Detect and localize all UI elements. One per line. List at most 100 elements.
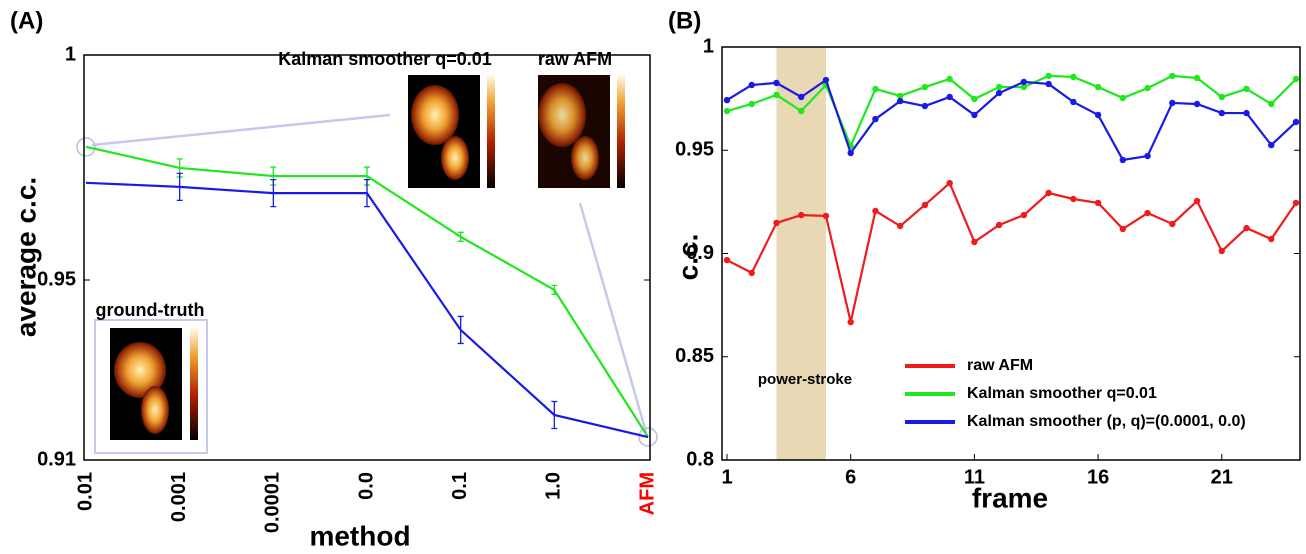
x-tick-label: 0.01 bbox=[74, 472, 96, 511]
data-point bbox=[724, 97, 730, 103]
data-point bbox=[724, 257, 730, 263]
data-point bbox=[749, 270, 755, 276]
x-tick-label: 0.0001 bbox=[262, 472, 284, 533]
inset-ground-truth bbox=[95, 320, 207, 453]
inset-kalman bbox=[408, 75, 495, 188]
data-point bbox=[847, 150, 853, 156]
y-tick-label: 0.85 bbox=[675, 345, 714, 367]
data-point bbox=[996, 84, 1002, 90]
data-point bbox=[1095, 84, 1101, 90]
data-point bbox=[1293, 119, 1299, 125]
data-point bbox=[1194, 75, 1200, 81]
y-tick-label: 0.95 bbox=[675, 139, 714, 161]
data-point bbox=[1268, 236, 1274, 242]
y-axis-label: average c.c. bbox=[10, 177, 41, 337]
x-tick-label: 1 bbox=[721, 466, 732, 488]
panel-label: (A) bbox=[10, 7, 43, 34]
data-point bbox=[798, 212, 804, 218]
data-point bbox=[1268, 101, 1274, 107]
figure: 0.910.9510.010.0010.00010.00.11.0AFM(A)a… bbox=[0, 0, 1306, 554]
inset-raw-afm bbox=[538, 75, 625, 188]
data-point bbox=[1021, 212, 1027, 218]
x-axis-label: frame bbox=[972, 482, 1048, 513]
data-point bbox=[1095, 200, 1101, 206]
data-point bbox=[773, 80, 779, 86]
data-point bbox=[946, 180, 952, 186]
data-point bbox=[1169, 221, 1175, 227]
data-point bbox=[1095, 112, 1101, 118]
data-point bbox=[971, 112, 977, 118]
y-tick-label: 1 bbox=[65, 43, 76, 65]
data-point bbox=[1144, 210, 1150, 216]
annotation: ground-truth bbox=[96, 300, 205, 320]
data-point bbox=[724, 108, 730, 114]
data-point bbox=[749, 82, 755, 88]
x-axis-label: method bbox=[309, 520, 410, 551]
data-point bbox=[946, 76, 952, 82]
data-point bbox=[847, 319, 853, 325]
data-point bbox=[1070, 196, 1076, 202]
x-tick-label: 6 bbox=[845, 466, 856, 488]
legend-label: Kalman smoother (p, q)=(0.0001, 0.0) bbox=[967, 413, 1246, 430]
data-point bbox=[996, 222, 1002, 228]
data-point bbox=[1045, 73, 1051, 79]
annotation: Kalman smoother q=0.01 bbox=[278, 49, 492, 69]
data-point bbox=[1120, 157, 1126, 163]
y-tick-label: 0.91 bbox=[37, 448, 76, 470]
data-point bbox=[798, 108, 804, 114]
data-point bbox=[1045, 81, 1051, 87]
y-tick-label: 0.95 bbox=[37, 268, 76, 290]
span-label: power-stroke bbox=[758, 371, 852, 388]
y-axis-label: c.c. bbox=[672, 234, 703, 281]
data-point bbox=[798, 94, 804, 100]
data-point bbox=[1219, 94, 1225, 100]
data-point bbox=[1144, 153, 1150, 159]
legend-label: Kalman smoother q=0.01 bbox=[967, 385, 1157, 402]
legend-label: raw AFM bbox=[967, 357, 1033, 374]
data-point bbox=[1021, 79, 1027, 85]
data-point bbox=[1120, 226, 1126, 232]
x-tick-label: 1.0 bbox=[543, 472, 565, 500]
data-point bbox=[1219, 110, 1225, 116]
x-tick-label: 16 bbox=[1087, 466, 1109, 488]
data-point bbox=[872, 208, 878, 214]
data-point bbox=[823, 213, 829, 219]
data-point bbox=[823, 77, 829, 83]
data-point bbox=[1070, 74, 1076, 80]
error-bar bbox=[458, 316, 464, 343]
data-point bbox=[1293, 76, 1299, 82]
data-point bbox=[1268, 142, 1274, 148]
data-point bbox=[1169, 100, 1175, 106]
data-point bbox=[922, 202, 928, 208]
data-point bbox=[1194, 101, 1200, 107]
data-point bbox=[971, 96, 977, 102]
x-tick-label: 21 bbox=[1211, 466, 1233, 488]
data-point bbox=[996, 90, 1002, 96]
data-point bbox=[897, 98, 903, 104]
data-point bbox=[872, 86, 878, 92]
x-tick-label: 0.0 bbox=[355, 472, 377, 500]
data-point bbox=[1169, 73, 1175, 79]
data-point bbox=[749, 101, 755, 107]
x-tick-label: 0.001 bbox=[168, 472, 190, 522]
x-tick-label: AFM bbox=[636, 472, 658, 515]
data-point bbox=[1219, 248, 1225, 254]
y-tick-label: 0.8 bbox=[686, 448, 714, 470]
data-point bbox=[872, 116, 878, 122]
data-point bbox=[1243, 86, 1249, 92]
data-point bbox=[897, 223, 903, 229]
data-point bbox=[1243, 225, 1249, 231]
panel-label: (B) bbox=[668, 7, 701, 34]
y-tick-label: 1 bbox=[703, 35, 714, 57]
data-point bbox=[971, 239, 977, 245]
data-point bbox=[1120, 95, 1126, 101]
annotation: raw AFM bbox=[538, 49, 612, 69]
data-point bbox=[1045, 190, 1051, 196]
data-point bbox=[922, 84, 928, 90]
data-point bbox=[922, 103, 928, 109]
data-point bbox=[773, 92, 779, 98]
data-point bbox=[1194, 198, 1200, 204]
data-point bbox=[946, 94, 952, 100]
data-point bbox=[1144, 85, 1150, 91]
data-point bbox=[773, 220, 779, 226]
